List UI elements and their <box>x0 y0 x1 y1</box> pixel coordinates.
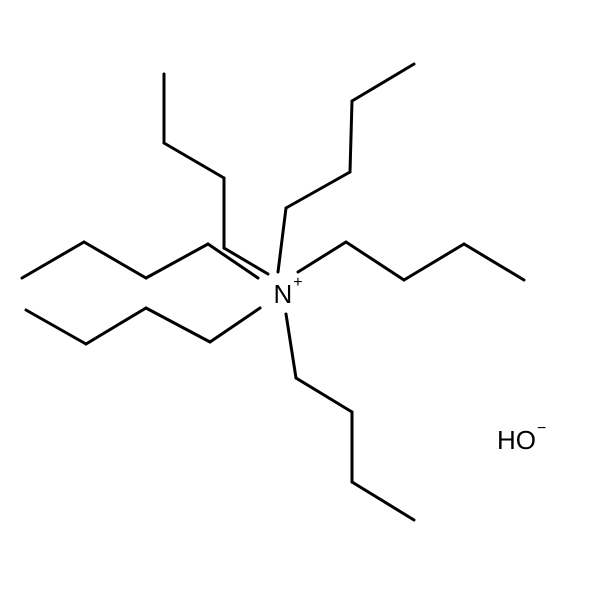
bond-segment <box>350 101 352 172</box>
bond-segment <box>164 143 224 178</box>
bond-segment <box>86 308 146 344</box>
bond-segment <box>26 310 86 344</box>
bond-segment <box>352 64 414 101</box>
bond-segment <box>346 242 404 280</box>
bond-segment <box>352 482 414 520</box>
structure-svg: N+ HO− <box>0 0 600 600</box>
hydroxide-label: HO− <box>497 420 546 455</box>
bond-segment <box>146 244 208 278</box>
bond-segment <box>286 314 296 378</box>
bond-segment <box>84 242 146 278</box>
bond-segment <box>404 244 464 280</box>
chemical-structure-diagram: N+ HO− <box>0 0 600 600</box>
bond-segment <box>286 172 350 208</box>
bond-segment <box>146 308 210 342</box>
bond-segment <box>464 244 524 280</box>
bond-segment <box>278 208 286 272</box>
nitrogen-label: N+ <box>273 274 302 309</box>
bond-segment <box>210 308 260 342</box>
bond-segment <box>22 242 84 278</box>
bond-segment <box>298 242 346 272</box>
bond-segment <box>208 244 258 278</box>
bond-segment <box>296 378 352 412</box>
